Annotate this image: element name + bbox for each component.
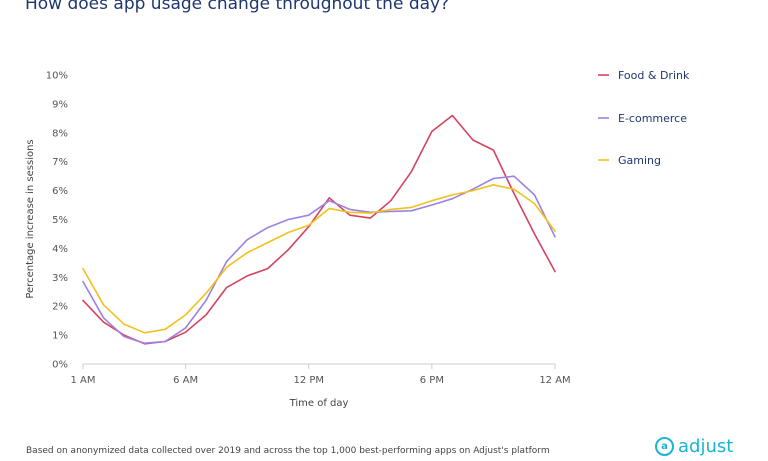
series-line-food-drink (82, 114, 556, 345)
x-tick-label: 12 AM (539, 375, 570, 386)
series-line-gaming (82, 184, 556, 334)
footnote: Based on anonymized data collected over … (26, 446, 550, 456)
y-tick-label: 4% (52, 244, 68, 255)
y-tick-label: 3% (52, 273, 68, 284)
y-tick-label: 5% (52, 215, 68, 226)
y-tick-label: 6% (52, 186, 68, 197)
y-tick-label: 1% (52, 331, 68, 342)
adjust-logo-icon: a (655, 437, 674, 456)
series-lines (82, 114, 556, 345)
adjust-logo: a adjust (655, 436, 733, 457)
brand-name: adjust (678, 436, 734, 457)
y-tick-label: 10% (46, 71, 68, 82)
y-tick-label: 8% (52, 128, 68, 139)
x-tick-label: 1 AM (70, 375, 95, 386)
x-tick-label: 12 PM (293, 375, 324, 386)
legend-label-food-drink: Food & Drink (618, 69, 690, 82)
series-line-e-commerce (82, 175, 556, 345)
x-axis-ticks: 1 AM 6 AM 12 PM 6 PM 12 AM (70, 364, 571, 386)
x-axis-title: Time of day (289, 398, 349, 409)
y-tick-label: 0% (52, 360, 68, 371)
legend: Food & Drink E-commerce Gaming (598, 69, 690, 167)
y-tick-label: 9% (52, 99, 68, 110)
legend-label-gaming: Gaming (618, 154, 661, 167)
legend-label-e-commerce: E-commerce (618, 112, 687, 125)
y-axis-title: Percentage increase in sessions (25, 139, 36, 298)
chart-title: How does app usage change throughout the… (25, 0, 450, 14)
y-tick-label: 7% (52, 157, 68, 168)
y-tick-label: 2% (52, 302, 68, 313)
y-axis-ticks: 0% 1% 2% 3% 4% 5% 6% 7% 8% 9% 10% (46, 71, 68, 371)
x-tick-label: 6 PM (420, 375, 444, 386)
x-tick-label: 6 AM (173, 375, 198, 386)
